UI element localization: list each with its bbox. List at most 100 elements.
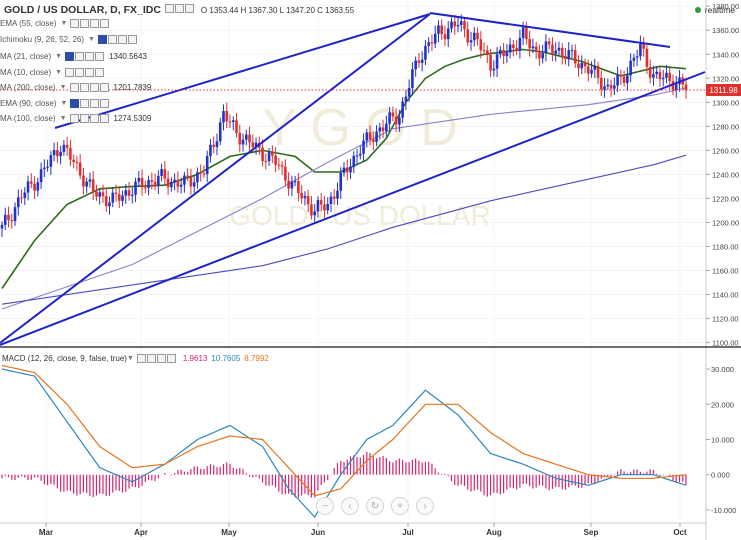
reset-button[interactable]: ↻	[366, 497, 384, 515]
close-icon[interactable]	[95, 68, 105, 77]
zoom-out-button[interactable]: −	[316, 497, 334, 515]
indicator-row[interactable]: MA (200, close) ▼ 1201.7839	[0, 82, 151, 93]
candle-body	[671, 80, 675, 91]
close-icon[interactable]	[100, 99, 110, 108]
settings-icon[interactable]	[75, 52, 85, 61]
settings-icon[interactable]	[79, 114, 89, 123]
visibility-icon[interactable]	[65, 68, 75, 77]
candle-body	[326, 203, 330, 211]
add-icon[interactable]	[85, 52, 95, 61]
add-icon[interactable]	[90, 99, 100, 108]
add-icon[interactable]	[90, 19, 100, 28]
visibility-icon[interactable]	[70, 19, 80, 28]
settings-icon[interactable]	[80, 99, 90, 108]
candle-body	[547, 41, 551, 45]
ma200-line	[1, 154, 687, 305]
candle-body	[336, 190, 339, 199]
settings-icon[interactable]	[107, 35, 117, 44]
candle-body	[173, 179, 176, 182]
chevron-down-icon[interactable]: ▼	[59, 115, 67, 122]
candle-body	[437, 25, 440, 34]
candle-body	[616, 74, 619, 86]
add-icon[interactable]	[174, 4, 184, 13]
indicator-name[interactable]: EMA (90, close)	[0, 99, 57, 108]
visibility-icon[interactable]	[136, 354, 146, 363]
add-icon[interactable]	[117, 35, 127, 44]
candle-body	[352, 155, 356, 167]
close-icon[interactable]	[127, 35, 137, 44]
chevron-down-icon[interactable]: ▼	[59, 84, 67, 91]
visibility-icon[interactable]	[69, 114, 79, 123]
macd-axis[interactable]: -10.000 0.000 10.000 20.000 30.000	[706, 365, 736, 515]
close-icon[interactable]	[184, 4, 194, 13]
lower-support-trendline[interactable]	[0, 71, 706, 346]
candle-body	[251, 142, 255, 148]
settings-icon[interactable]	[146, 354, 156, 363]
indicator-row[interactable]: MA (10, close) ▼	[0, 67, 105, 78]
zoom-in-button[interactable]: +	[391, 497, 409, 515]
settings-icon[interactable]	[164, 4, 174, 13]
resistance-trendline[interactable]	[429, 12, 671, 48]
scroll-right-button[interactable]: ›	[416, 497, 434, 515]
channel-parallel-trendline[interactable]	[54, 13, 431, 129]
time-axis[interactable]: Mar Apr May Jun Jul Aug Sep Oct	[39, 523, 687, 537]
chevron-down-icon[interactable]: ▼	[126, 355, 134, 362]
candle-body	[121, 195, 124, 201]
indicator-row[interactable]: EMA (90, close) ▼	[0, 98, 110, 109]
indicator-name[interactable]: MA (10, close)	[0, 68, 52, 77]
add-icon[interactable]	[85, 68, 95, 77]
settings-icon[interactable]	[75, 68, 85, 77]
close-icon[interactable]	[100, 19, 110, 28]
price-tick-label: 1200.00	[712, 218, 739, 227]
candle-body	[495, 54, 499, 69]
chevron-down-icon[interactable]: ▼	[88, 36, 95, 43]
upper-channel-trendline[interactable]	[0, 13, 431, 344]
close-icon[interactable]	[99, 114, 109, 123]
visibility-icon[interactable]	[65, 52, 75, 61]
candle-body	[342, 167, 346, 173]
close-icon[interactable]	[166, 354, 176, 363]
visibility-icon[interactable]	[97, 35, 107, 44]
indicator-row[interactable]: MA (21, close) ▼ 1340.5643	[0, 51, 147, 62]
macd-legend: MACD (12, 26, close, 9, false, true) ▼ 1…	[2, 354, 269, 363]
candle-body	[95, 191, 98, 197]
close-icon[interactable]	[95, 52, 105, 61]
candle-body	[277, 164, 281, 166]
chevron-down-icon[interactable]: ▼	[55, 53, 63, 60]
candle-body	[544, 41, 548, 54]
add-icon[interactable]	[156, 354, 166, 363]
price-axis[interactable]: 1100.00 1120.00 1140.00 1160.00 1180.00 1200.…	[706, 2, 739, 348]
close-icon[interactable]	[99, 83, 109, 92]
scroll-left-button[interactable]: ‹	[341, 497, 359, 515]
settings-icon[interactable]	[79, 83, 89, 92]
visibility-icon[interactable]	[70, 99, 80, 108]
macd-legend-name[interactable]: MACD (12, 26, close, 9, false, true)	[2, 354, 127, 363]
add-icon[interactable]	[89, 114, 99, 123]
chevron-down-icon[interactable]: ▼	[60, 20, 68, 27]
visibility-icon[interactable]	[69, 83, 79, 92]
chevron-down-icon[interactable]: ▼	[55, 69, 63, 76]
indicator-name[interactable]: EMA (55, close)	[0, 19, 57, 28]
indicator-row[interactable]: Ichimoku (9, 26, 52, 26) ▼	[0, 34, 138, 45]
candle-body	[603, 86, 606, 90]
settings-icon[interactable]	[80, 19, 90, 28]
indicator-name[interactable]: MA (200, close)	[0, 83, 56, 92]
candle-body	[153, 181, 157, 186]
add-icon[interactable]	[89, 83, 99, 92]
indicator-name[interactable]: MA (21, close)	[0, 52, 52, 61]
candle-body	[355, 155, 359, 157]
indicator-name[interactable]: MA (100, close)	[0, 114, 56, 123]
candle-body	[196, 172, 199, 183]
indicator-row[interactable]: EMA (55, close) ▼	[0, 18, 110, 29]
candle-body	[482, 50, 486, 52]
candle-body	[684, 84, 688, 91]
symbol-header: GOLD / US DOLLAR, D, FX_IDC O 1353.44 H …	[4, 4, 354, 16]
header-controls[interactable]	[164, 4, 195, 16]
symbol-title[interactable]: GOLD / US DOLLAR, D, FX_IDC	[4, 4, 161, 16]
chevron-down-icon[interactable]: ▼	[60, 100, 68, 107]
indicator-row[interactable]: MA (100, close) ▼ 1274.5309	[0, 113, 151, 124]
indicator-name[interactable]: Ichimoku (9, 26, 52, 26)	[0, 35, 85, 44]
candle-body	[134, 181, 137, 195]
candle-body	[515, 48, 518, 51]
